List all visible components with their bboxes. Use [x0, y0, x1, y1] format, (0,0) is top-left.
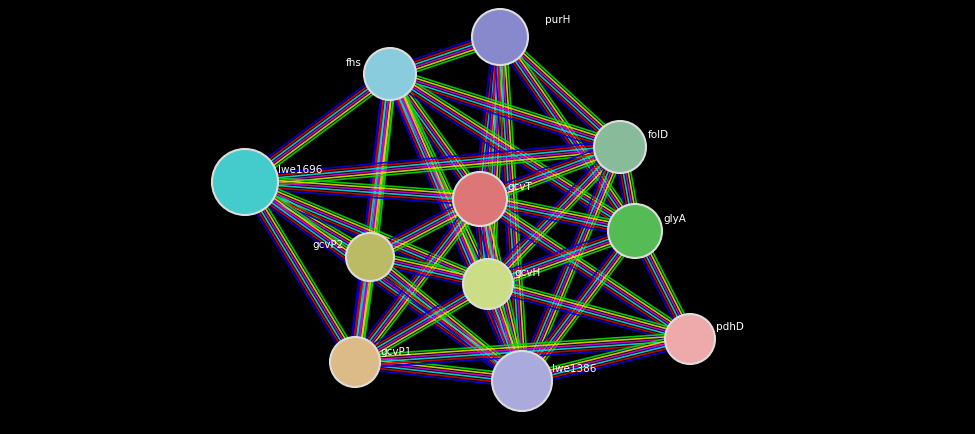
Text: fhs: fhs: [346, 58, 362, 68]
Ellipse shape: [665, 314, 715, 364]
Ellipse shape: [212, 150, 278, 216]
Ellipse shape: [463, 260, 513, 309]
Text: gcvP2: gcvP2: [313, 240, 344, 250]
Text: lwe1696: lwe1696: [278, 164, 323, 174]
Text: glyA: glyA: [663, 214, 685, 224]
Text: purH: purH: [545, 15, 570, 25]
Text: folD: folD: [648, 130, 669, 140]
Text: pdhD: pdhD: [716, 321, 744, 331]
Text: gcvP1: gcvP1: [380, 346, 411, 356]
Ellipse shape: [594, 122, 646, 174]
Ellipse shape: [330, 337, 380, 387]
Text: gcvH: gcvH: [514, 267, 540, 277]
Ellipse shape: [492, 351, 552, 411]
Text: gcvT: gcvT: [507, 181, 531, 191]
Text: lwe1386: lwe1386: [552, 363, 597, 373]
Ellipse shape: [472, 10, 528, 66]
Ellipse shape: [364, 49, 416, 101]
Ellipse shape: [608, 204, 662, 258]
Ellipse shape: [453, 173, 507, 227]
Ellipse shape: [346, 233, 394, 281]
